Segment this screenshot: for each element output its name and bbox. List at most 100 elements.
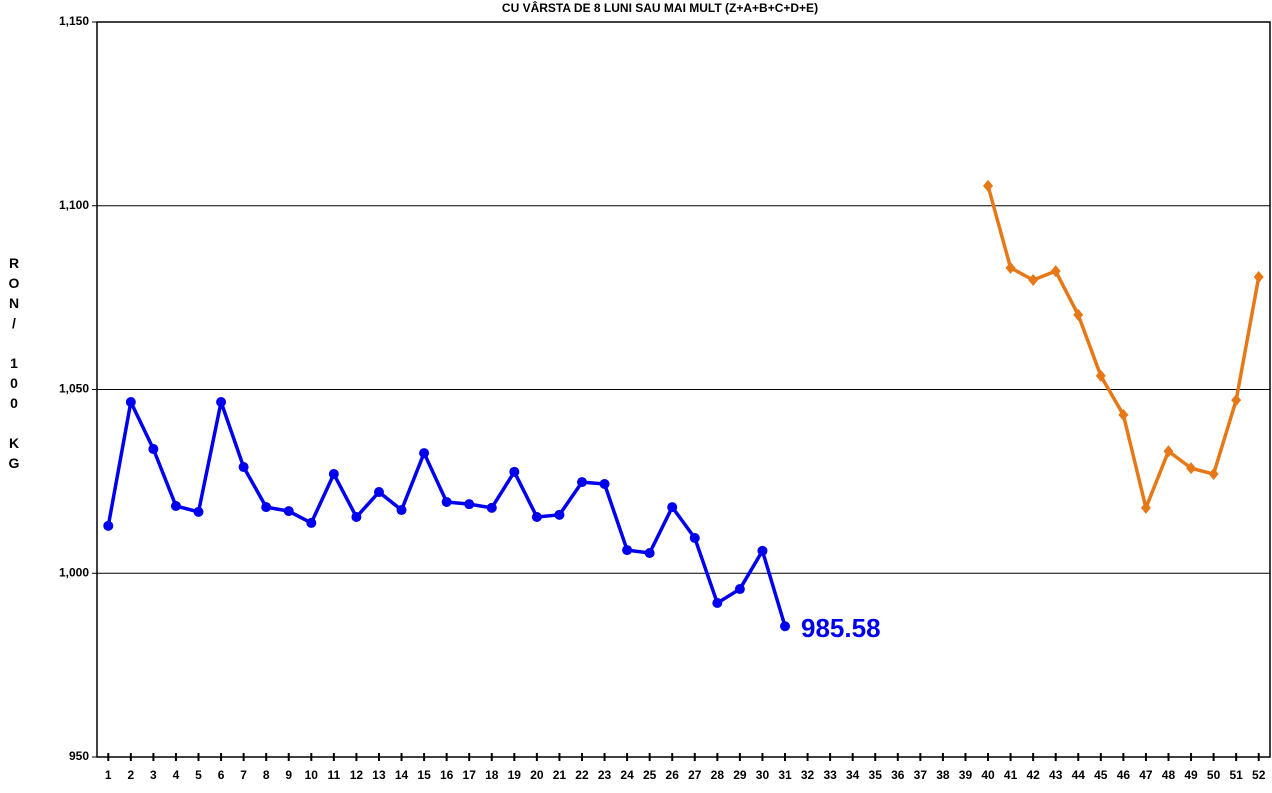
x-tick-label: 39 (959, 768, 973, 782)
y-axis-label: RON/ 100 KG (6, 255, 22, 475)
x-tick-label: 20 (530, 768, 544, 782)
x-tick-label: 49 (1184, 768, 1198, 782)
marker (1186, 462, 1197, 475)
x-tick-label: 42 (1026, 768, 1040, 782)
marker (757, 545, 768, 556)
x-tick-label: 21 (553, 768, 567, 782)
x-tick-label: 52 (1252, 768, 1266, 782)
x-tick-label: 22 (575, 768, 589, 782)
marker (1073, 308, 1084, 321)
y-tick-label: 1,000 (59, 565, 89, 579)
x-tick-label: 46 (1117, 768, 1131, 782)
x-tick-label: 3 (150, 768, 157, 782)
marker (1028, 273, 1039, 286)
x-tick-label: 37 (914, 768, 928, 782)
marker (283, 506, 294, 517)
y-tick-label: 1,100 (59, 198, 89, 212)
x-tick-label: 26 (666, 768, 680, 782)
marker (464, 499, 475, 510)
x-tick-label: 32 (801, 768, 815, 782)
x-tick-label: 19 (508, 768, 522, 782)
x-tick-label: 18 (485, 768, 499, 782)
marker (193, 506, 204, 517)
x-tick-label: 25 (643, 768, 657, 782)
x-tick-label: 9 (285, 768, 292, 782)
x-tick-label: 11 (328, 768, 341, 782)
y-tick-label: 1,150 (59, 14, 89, 28)
x-tick-label: 47 (1139, 768, 1153, 782)
x-tick-label: 6 (218, 768, 225, 782)
x-tick-label: 30 (756, 768, 770, 782)
x-tick-label: 15 (417, 768, 431, 782)
series-line (986, 185, 1261, 510)
x-tick-label: 36 (891, 768, 905, 782)
x-tick-label: 33 (823, 768, 837, 782)
marker (983, 179, 994, 192)
marker (531, 512, 542, 523)
x-tick-label: 17 (463, 768, 477, 782)
x-tick-label: 12 (350, 768, 364, 782)
marker (644, 548, 655, 559)
x-tick-label: 16 (440, 768, 454, 782)
x-tick-label: 29 (733, 768, 747, 782)
x-tick-label: 7 (240, 768, 247, 782)
x-tick-label: 44 (1072, 768, 1086, 782)
x-tick-label: 8 (263, 768, 270, 782)
series-line (106, 400, 787, 627)
marker (125, 396, 136, 407)
x-tick-label: 4 (173, 768, 180, 782)
marker (689, 532, 700, 543)
x-tick-label: 40 (981, 768, 995, 782)
marker (1095, 369, 1106, 382)
x-tick-label: 28 (711, 768, 725, 782)
marker (306, 517, 317, 528)
chart-title: CU VÂRSTA DE 8 LUNI SAU MAI MULT (Z+A+B+… (502, 0, 818, 15)
marker (170, 500, 181, 511)
marker (554, 509, 565, 520)
plot-frame (96, 21, 1271, 758)
x-tick-label: 51 (1229, 768, 1243, 782)
marker (486, 502, 497, 513)
x-tick-label: 45 (1094, 768, 1108, 782)
marker (622, 545, 633, 556)
x-tick-label: 1 (105, 768, 112, 782)
y-tick-label: 950 (69, 749, 89, 763)
x-tick-label: 48 (1162, 768, 1176, 782)
marker (216, 396, 227, 407)
marker (441, 496, 452, 507)
x-tick-label: 2 (127, 768, 134, 782)
x-tick-label: 38 (936, 768, 950, 782)
x-tick-label: 13 (372, 768, 386, 782)
x-tick-label: 50 (1207, 768, 1221, 782)
marker (712, 598, 723, 609)
marker (351, 512, 362, 523)
x-tick-label: 31 (778, 768, 792, 782)
marker (1050, 265, 1061, 278)
marker (1005, 261, 1016, 274)
x-tick-label: 43 (1049, 768, 1063, 782)
marker (373, 487, 384, 498)
x-tick-label: 41 (1004, 768, 1018, 782)
marker (103, 520, 114, 531)
data-label: 985.58 (801, 613, 881, 643)
marker (396, 505, 407, 516)
x-tick-label: 5 (195, 768, 202, 782)
marker (1140, 501, 1151, 514)
marker (261, 502, 272, 513)
marker (238, 462, 249, 473)
x-tick-label: 35 (869, 768, 883, 782)
marker (667, 502, 678, 513)
marker (576, 477, 587, 488)
x-tick-label: 10 (305, 768, 319, 782)
marker (148, 444, 159, 455)
marker (780, 621, 791, 632)
marker (419, 448, 430, 459)
x-tick-label: 34 (846, 768, 860, 782)
marker (599, 478, 610, 489)
x-tick-label: 14 (395, 768, 409, 782)
marker (1208, 468, 1219, 481)
marker (1253, 271, 1264, 284)
x-tick-label: 24 (620, 768, 634, 782)
